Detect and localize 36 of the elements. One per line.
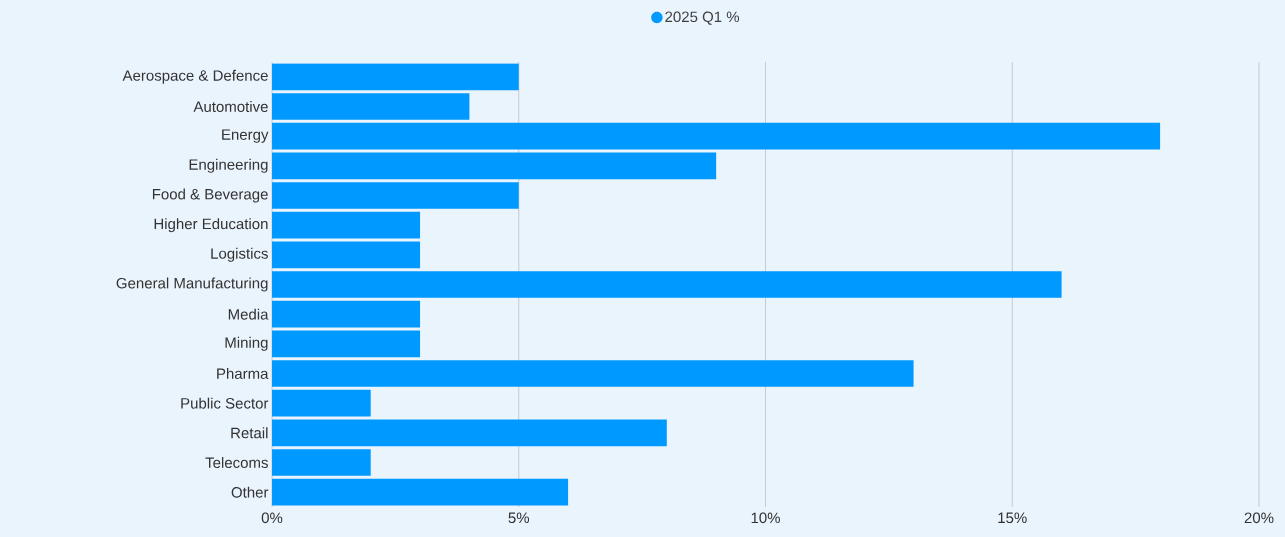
x-tick-label: 15% (998, 512, 1027, 524)
bar (272, 122, 1161, 150)
bar (272, 182, 519, 209)
y-tick-label: Retail (231, 427, 268, 439)
bar (272, 360, 914, 387)
bar (272, 63, 519, 91)
bar (272, 330, 421, 358)
bar (272, 152, 717, 180)
y-tick-label: Energy (222, 129, 269, 143)
y-tick-label: Logistics (211, 247, 268, 262)
bar (272, 419, 667, 447)
bar (272, 241, 421, 269)
y-tick-label: Telecoms (205, 456, 268, 468)
bar (272, 449, 371, 476)
y-tick-label: Aerospace & Defence (122, 69, 268, 84)
y-tick-label: Media (228, 308, 269, 320)
y-tick-label: Mining (225, 336, 268, 351)
bar (272, 93, 470, 120)
x-tick-label: 10% (751, 512, 780, 524)
x-tick-label: 0% (261, 512, 283, 524)
y-tick-label: Other (231, 486, 269, 498)
y-tick-label: Higher Education (154, 218, 268, 233)
bar (272, 211, 421, 239)
x-tick-label: 5% (508, 512, 530, 524)
bar (272, 389, 371, 417)
y-tick-label: Food & Beverage (152, 188, 268, 203)
y-tick-label: Engineering (189, 158, 268, 173)
bar (272, 271, 1062, 298)
y-tick-label: General Manufacturing (116, 277, 268, 292)
legend-label: 2025 Q1 % (665, 11, 740, 25)
y-tick-label: Automotive (193, 100, 268, 112)
y-tick-label: Pharma (217, 367, 269, 379)
bar (272, 478, 569, 506)
x-tick-label: 20% (1244, 512, 1274, 524)
bar (272, 300, 421, 328)
y-tick-label: Public Sector (181, 397, 269, 409)
